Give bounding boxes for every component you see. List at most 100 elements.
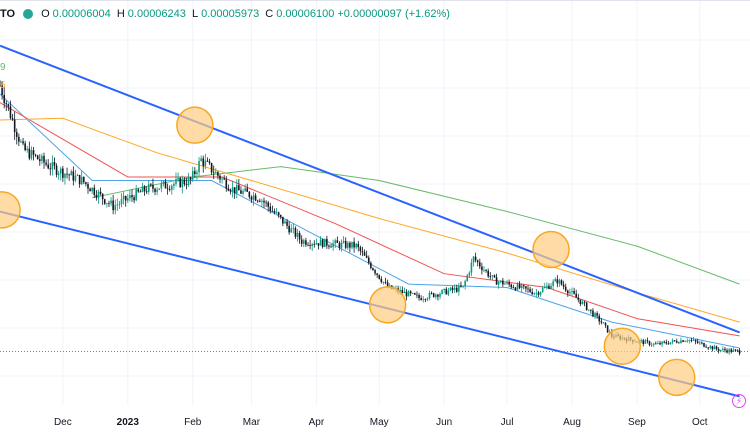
- candle-body: [376, 273, 378, 275]
- candle-body: [485, 270, 487, 271]
- candle-body: [11, 118, 14, 120]
- candle-body: [719, 349, 722, 352]
- candle-body: [732, 349, 735, 352]
- candle-body: [91, 187, 93, 192]
- candle-body: [137, 189, 140, 192]
- candle-body: [594, 313, 596, 317]
- candle-body: [70, 171, 73, 176]
- candle-body: [512, 287, 515, 289]
- candle-body: [606, 325, 609, 333]
- candle-body: [541, 288, 544, 292]
- candle-body: [661, 341, 663, 345]
- lightning-icon[interactable]: ⚡: [732, 394, 746, 408]
- candle-body: [59, 168, 62, 174]
- candle-body: [403, 291, 406, 294]
- candle-body: [726, 350, 728, 353]
- candle-body: [5, 103, 8, 105]
- candle-body: [340, 242, 343, 248]
- candle-body: [309, 245, 311, 246]
- time-axis: Dec 2023 Feb Mar Apr May Jun Jul Aug Sep Oct: [54, 417, 708, 428]
- candle-body: [145, 191, 148, 193]
- candle-body: [139, 191, 142, 193]
- candle-body: [678, 342, 680, 344]
- candle-body: [414, 293, 416, 295]
- candle-body: [313, 244, 316, 245]
- candle-body: [573, 290, 575, 294]
- touch-points[interactable]: [0, 106, 696, 397]
- candle-body: [694, 339, 697, 342]
- symbol-label[interactable]: TO: [0, 8, 16, 20]
- ohlc-values: O 0.00006004 H 0.00006243 L 0.00005973 C 0.0…: [41, 8, 337, 20]
- candle-body: [734, 349, 737, 351]
- candle-body: [323, 238, 326, 248]
- candle-body: [326, 238, 328, 246]
- candle-body: [420, 298, 422, 300]
- candle-body: [271, 210, 274, 212]
- candle-body: [246, 188, 249, 192]
- candle-body: [543, 286, 546, 289]
- candle-body: [206, 160, 209, 162]
- candle-body: [215, 172, 217, 174]
- candle-body: [665, 341, 668, 344]
- candle-body: [319, 239, 322, 246]
- candle-body: [30, 150, 33, 159]
- ma-mark-1: 9: [0, 62, 6, 73]
- candle-body: [26, 148, 29, 151]
- candle-body: [311, 244, 313, 246]
- candle-body: [328, 245, 330, 247]
- candle-body: [529, 289, 531, 292]
- ma-mark-2: 5: [0, 80, 6, 91]
- candle-body: [552, 281, 554, 286]
- touch-point-circle[interactable]: [0, 191, 21, 229]
- candle-body: [217, 172, 219, 176]
- channel-upper-line[interactable]: [0, 44, 740, 334]
- candle-body: [558, 280, 561, 284]
- candle-body: [263, 200, 265, 203]
- candle-body: [240, 190, 242, 194]
- candle-body: [344, 240, 347, 248]
- candle-body: [443, 288, 445, 291]
- touch-point-circle[interactable]: [368, 286, 407, 324]
- candle-body: [200, 158, 202, 162]
- candle-body: [705, 346, 707, 348]
- candle-body: [347, 242, 349, 248]
- candle-body: [106, 203, 108, 204]
- candle-body: [229, 190, 232, 192]
- touch-point-circle[interactable]: [176, 106, 214, 144]
- candle-body: [292, 228, 295, 229]
- candle-body: [472, 256, 475, 263]
- candle-body: [476, 260, 479, 263]
- candle-body: [290, 228, 293, 233]
- candle-body: [317, 243, 320, 246]
- touch-point-circle[interactable]: [658, 358, 696, 397]
- touch-point-circle[interactable]: [603, 327, 642, 366]
- candle-body: [330, 246, 332, 248]
- candle-body: [378, 274, 381, 279]
- candle-body: [715, 346, 718, 350]
- candle-body: [439, 293, 441, 297]
- candle-body: [296, 233, 299, 237]
- candle-body: [269, 206, 272, 211]
- candle-body: [227, 188, 230, 191]
- candle-body: [127, 198, 129, 201]
- candle-body: [158, 188, 161, 190]
- candle-body: [659, 342, 661, 345]
- candle-body: [663, 341, 665, 343]
- candle-body: [435, 294, 437, 297]
- candle-body: [481, 266, 483, 271]
- x-tick-label: Jun: [436, 417, 452, 428]
- candle-body: [367, 257, 370, 263]
- candle-body: [154, 188, 156, 192]
- candle-body: [590, 309, 592, 311]
- candle-body: [34, 154, 37, 156]
- touch-point-circle[interactable]: [532, 230, 570, 269]
- candle-body: [55, 165, 58, 175]
- candle-body: [384, 281, 387, 283]
- candle-body: [273, 211, 276, 213]
- candle-body: [409, 291, 412, 294]
- candle-body: [686, 340, 689, 342]
- candle-body: [640, 340, 642, 342]
- candle-body: [489, 276, 492, 278]
